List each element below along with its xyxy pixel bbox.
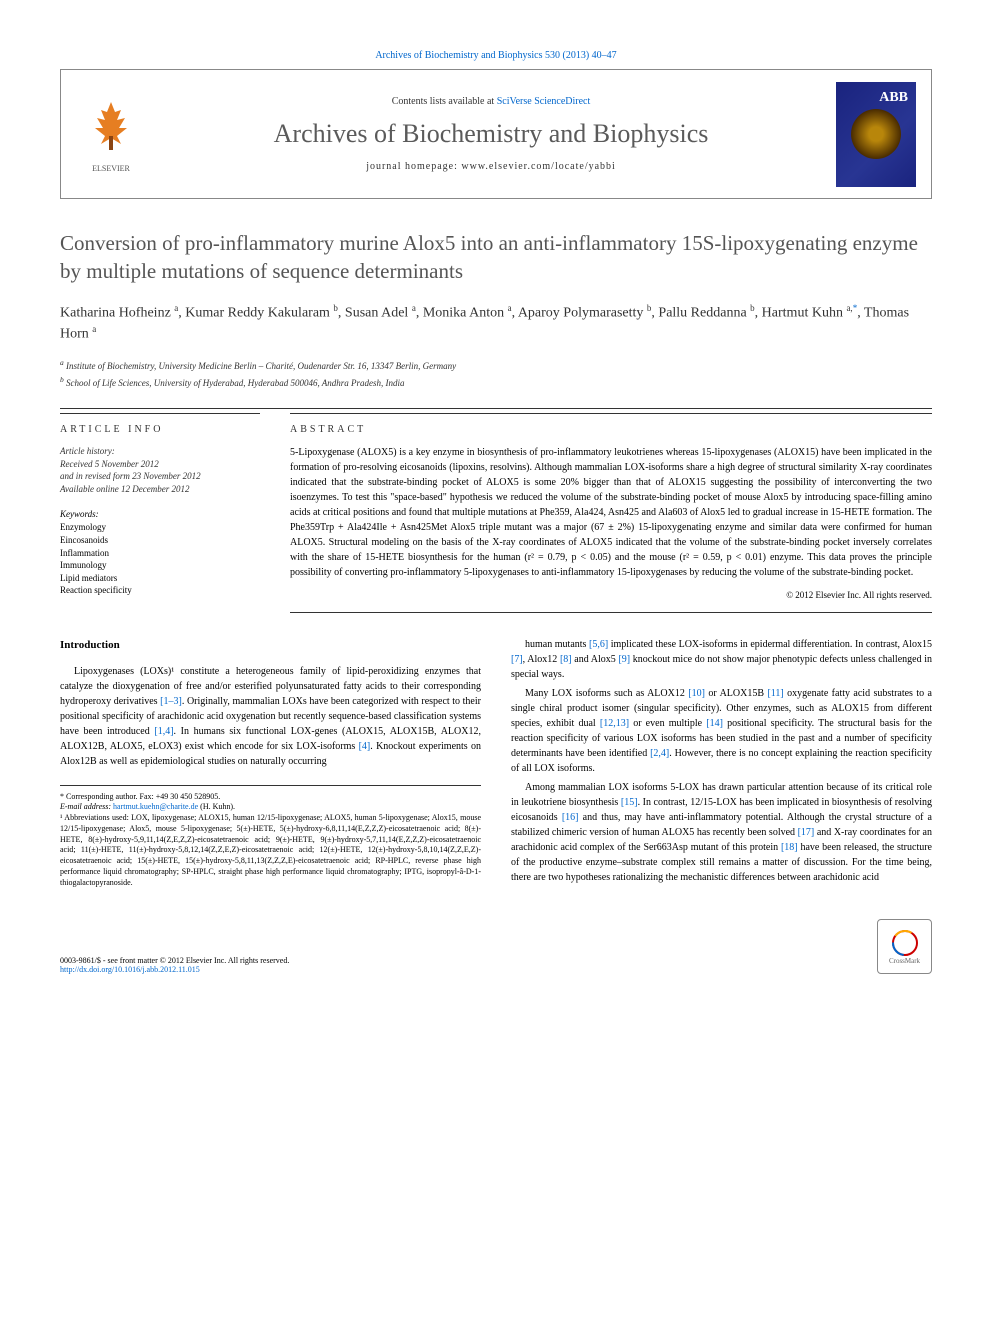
page-footer: 0003-9861/$ - see front matter © 2012 El… xyxy=(60,956,289,974)
citation-link[interactable]: [1–3] xyxy=(160,696,182,707)
abstract-header: abstract xyxy=(290,424,932,435)
journal-cover-thumbnail[interactable]: ABB xyxy=(836,82,916,187)
journal-header: ELSEVIER Contents lists available at Sci… xyxy=(60,69,932,199)
citation-link[interactable]: [1,4] xyxy=(154,726,173,737)
citation-link[interactable]: [5,6] xyxy=(589,639,608,650)
sciencedirect-link[interactable]: SciVerse ScienceDirect xyxy=(497,96,591,107)
citation-link[interactable]: [17] xyxy=(798,827,815,838)
cover-abbreviation: ABB xyxy=(879,90,908,106)
article-title: Conversion of pro-inflammatory murine Al… xyxy=(60,229,932,286)
doi-link[interactable]: http://dx.doi.org/10.1016/j.abb.2012.11.… xyxy=(60,965,200,974)
body-paragraph: Among mammalian LOX isoforms 5-LOX has d… xyxy=(511,780,932,885)
keyword-list: EnzymologyEincosanoidsInflammationImmuno… xyxy=(60,521,260,597)
citation-link[interactable]: [10] xyxy=(688,688,705,699)
elsevier-tree-icon xyxy=(87,96,135,164)
crossmark-badge[interactable]: CrossMark xyxy=(877,919,932,974)
volume-citation[interactable]: Archives of Biochemistry and Biophysics … xyxy=(60,50,932,61)
body-paragraph: Many LOX isoforms such as ALOX12 [10] or… xyxy=(511,686,932,776)
body-column-right: human mutants [5,6] implicated these LOX… xyxy=(511,637,932,889)
citation-link[interactable]: [15] xyxy=(621,797,638,808)
crossmark-icon xyxy=(891,929,919,957)
elsevier-logo[interactable]: ELSEVIER xyxy=(76,89,146,179)
citation-link[interactable]: [8] xyxy=(560,654,572,665)
body-column-left: Introduction Lipoxygenases (LOXs)¹ const… xyxy=(60,637,481,889)
email-line: E-mail address: hartmut.kuehn@charite.de… xyxy=(60,802,481,813)
abbreviations-note: ¹ Abbreviations used: LOX, lipoxygenase;… xyxy=(60,813,481,889)
contents-lists: Contents lists available at SciVerse Sci… xyxy=(161,96,821,107)
journal-homepage: journal homepage: www.elsevier.com/locat… xyxy=(161,161,821,172)
citation-link[interactable]: [7] xyxy=(511,654,523,665)
citation-link[interactable]: [11] xyxy=(767,688,783,699)
keywords-label: Keywords: xyxy=(60,509,260,519)
elsevier-label: ELSEVIER xyxy=(92,164,130,173)
article-history: Article history: Received 5 November 201… xyxy=(60,445,260,495)
abstract-column: abstract 5-Lipoxygenase (ALOX5) is a key… xyxy=(290,413,932,613)
introduction-heading: Introduction xyxy=(60,637,481,654)
abstract-text: 5-Lipoxygenase (ALOX5) is a key enzyme i… xyxy=(290,445,932,580)
cover-image-icon xyxy=(851,109,901,159)
body-paragraph: Lipoxygenases (LOXs)¹ constitute a heter… xyxy=(60,664,481,769)
footnotes: * Corresponding author. Fax: +49 30 450 … xyxy=(60,785,481,889)
citation-link[interactable]: [9] xyxy=(618,654,630,665)
author-list: Katharina Hofheinz a, Kumar Reddy Kakula… xyxy=(60,302,932,345)
citation-link[interactable]: [14] xyxy=(706,718,723,729)
corresponding-author-note: * Corresponding author. Fax: +49 30 450 … xyxy=(60,792,481,803)
affiliations: a Institute of Biochemistry, University … xyxy=(60,357,932,390)
citation-link[interactable]: [18] xyxy=(781,842,798,853)
front-matter-line: 0003-9861/$ - see front matter © 2012 El… xyxy=(60,956,289,965)
citation-link[interactable]: [12,13] xyxy=(600,718,629,729)
citation-link[interactable]: [16] xyxy=(562,812,579,823)
body-paragraph: human mutants [5,6] implicated these LOX… xyxy=(511,637,932,682)
citation-link[interactable]: [4] xyxy=(359,741,371,752)
article-info-header: article info xyxy=(60,424,260,435)
homepage-url[interactable]: www.elsevier.com/locate/yabbi xyxy=(461,161,615,172)
journal-title: Archives of Biochemistry and Biophysics xyxy=(161,119,821,149)
citation-link[interactable]: [2,4] xyxy=(650,748,669,759)
article-info-sidebar: article info Article history: Received 5… xyxy=(60,413,260,613)
abstract-copyright: © 2012 Elsevier Inc. All rights reserved… xyxy=(290,590,932,600)
corresponding-email-link[interactable]: hartmut.kuehn@charite.de xyxy=(113,802,198,811)
